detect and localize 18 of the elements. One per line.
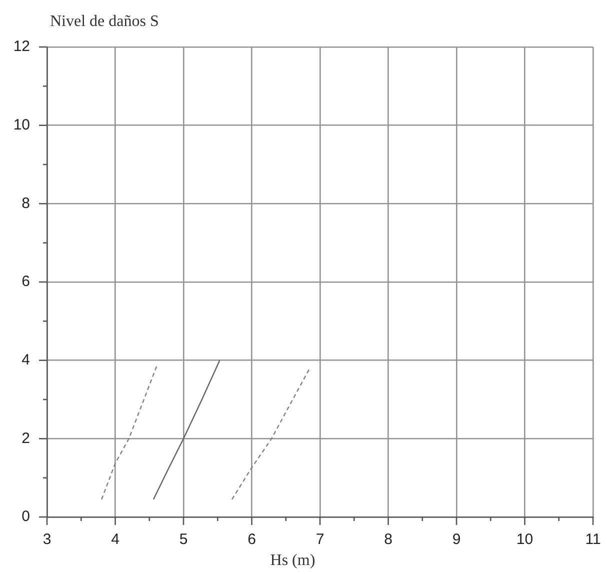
x-tick-label: 6 [248,531,256,548]
y-tick-label: 8 [22,194,30,212]
x-tick-label: 8 [384,531,392,548]
y-axis-title: Nivel de daños S [50,13,159,30]
x-tick-label: 3 [42,531,52,548]
y-tick-label: 6 [22,273,30,290]
x-tick-label: 9 [452,531,461,548]
x-tick-label: 5 [179,531,188,548]
x-tick-label: 7 [316,531,324,548]
y-tick-label: 0 [22,508,30,526]
y-tick-label: 4 [22,351,30,368]
y-tick-label: 2 [22,430,30,447]
y-tick-label: 10 [13,116,30,134]
x-tick-label: 11 [585,531,601,548]
x-tick-label: 10 [516,531,534,548]
y-tick-label: 12 [13,38,30,56]
x-tick-label: 4 [111,531,120,548]
x-axis-title: Hs (m) [270,552,316,569]
